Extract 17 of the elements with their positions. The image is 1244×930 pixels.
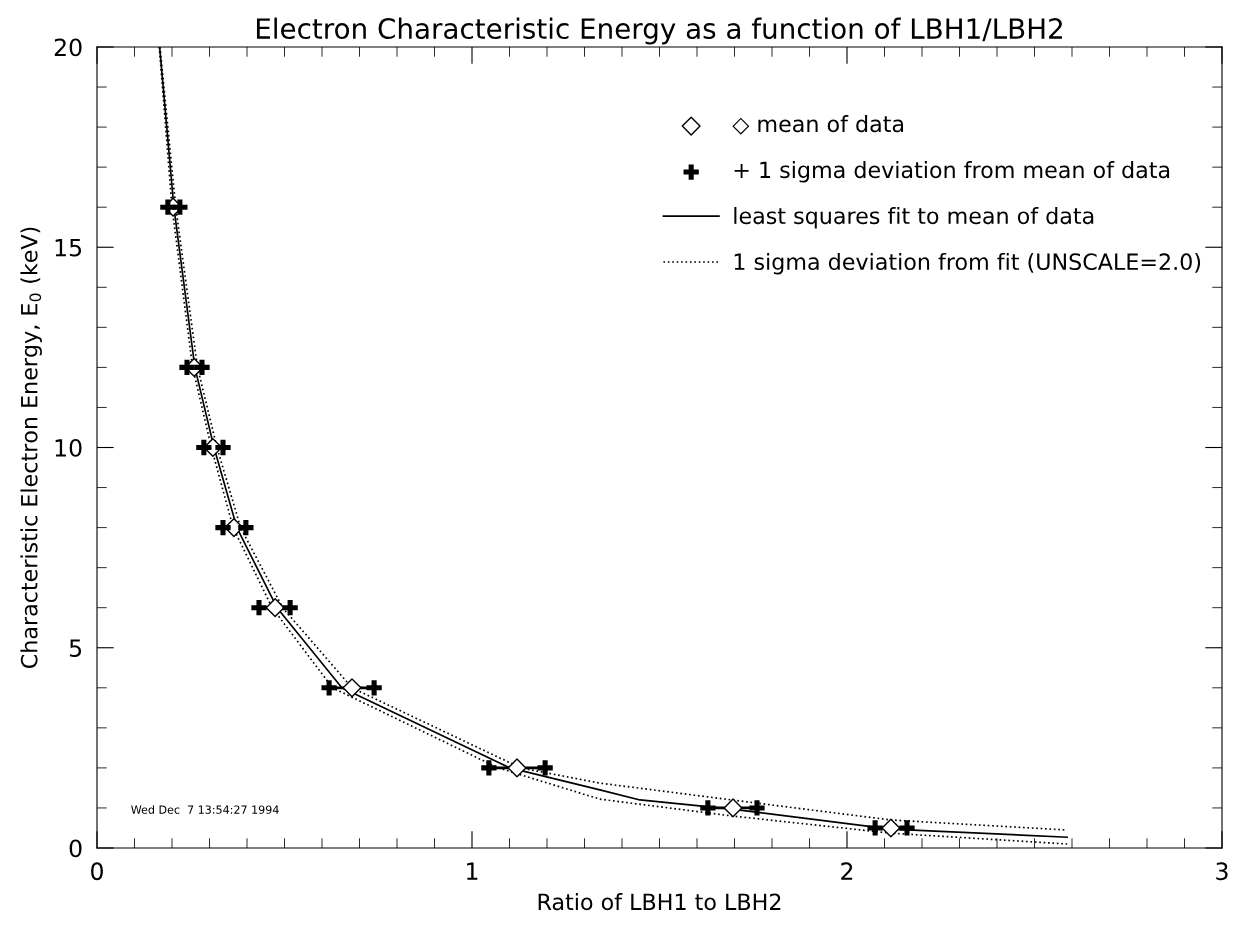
legend-label: 1 sigma deviation from fit (UNSCALE=2.0) [734, 252, 1201, 275]
legend-label: least squares fit to mean of data [734, 206, 1094, 229]
legend-label: + 1 sigma deviation from mean of data [734, 161, 1170, 183]
x-tick-label: 0 [91, 862, 103, 881]
y-tick-label: 5 [69, 639, 82, 658]
x-tick-label: 2 [841, 862, 853, 880]
x-tick-label: 3 [1216, 862, 1228, 881]
y-axis-title: Characteristic Electron Energy, E$_{0}$ (keV) [20, 227, 42, 669]
x-axis-title: Ratio of LBH1 to LBH2 [538, 893, 781, 911]
y-tick-label: 20 [54, 38, 82, 57]
y-tick-label: 10 [55, 438, 82, 457]
x-tick-label: 1 [467, 862, 478, 880]
y-tick-label: 15 [55, 239, 82, 257]
chart-title: Electron Characteristic Energy as a function of LBH1/LBH2 [256, 17, 1062, 45]
y-tick-label: 0 [69, 839, 82, 858]
annotation: Wed Dec 7 13:54:27 1994 [131, 805, 279, 814]
legend-label: ◇ mean of data [732, 115, 904, 135]
